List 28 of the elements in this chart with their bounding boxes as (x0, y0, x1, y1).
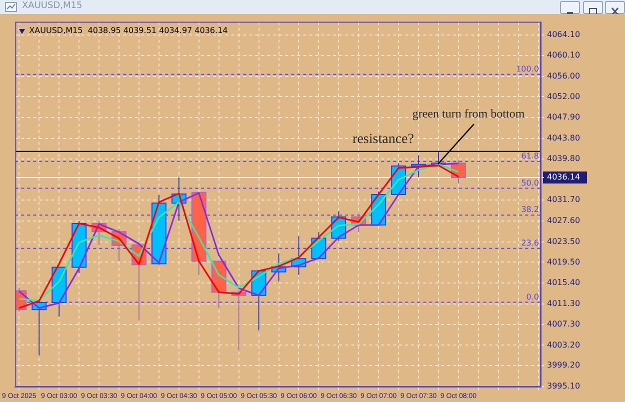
y-tick-label: 4036.14 (547, 172, 580, 182)
ref-line-label: 0.0 (526, 292, 539, 302)
y-tick-label: 4023.50 (547, 236, 580, 246)
chart-title: XAUUSD,M15 (22, 1, 82, 11)
y-tick-label: 3995.10 (547, 382, 580, 391)
text: XAUUSD,M15 4038.95 4039.51 4034.97 4036.14 (29, 26, 228, 35)
y-tick-label: 4019.50 (547, 257, 580, 266)
y-tick-label: 4031.70 (547, 195, 580, 204)
y-tick-label: 4003.20 (547, 340, 580, 350)
y-tick-label: 4064.10 (547, 30, 580, 40)
y-tick-label: 4047.90 (547, 112, 580, 122)
ref-line-label: 61.8 (521, 151, 539, 160)
ref-line-label: resistance? (352, 132, 414, 148)
y-tick-label: 4015.40 (547, 278, 580, 288)
y-tick-label: 4039.80 (547, 154, 580, 163)
ref-line-label: 38.2 (521, 205, 539, 214)
y-tick-label: 4007.30 (547, 319, 580, 328)
ref-line-label: 23.6 (521, 238, 539, 248)
y-tick-label: 4052.00 (547, 92, 580, 101)
y-tick-label: 4060.10 (547, 50, 580, 60)
y-tick-label: 4027.60 (547, 216, 580, 226)
ref-line-label: 100.0 (516, 64, 539, 74)
y-tick-label: 3999.20 (547, 360, 580, 370)
ref-line-label: 50.0 (521, 178, 539, 188)
y-tick-label: 4011.30 (547, 299, 580, 308)
annotation: green turn from bottom (412, 106, 526, 121)
y-tick-label: 4043.80 (547, 134, 580, 143)
y-tick-label: 4056.00 (547, 71, 580, 80)
